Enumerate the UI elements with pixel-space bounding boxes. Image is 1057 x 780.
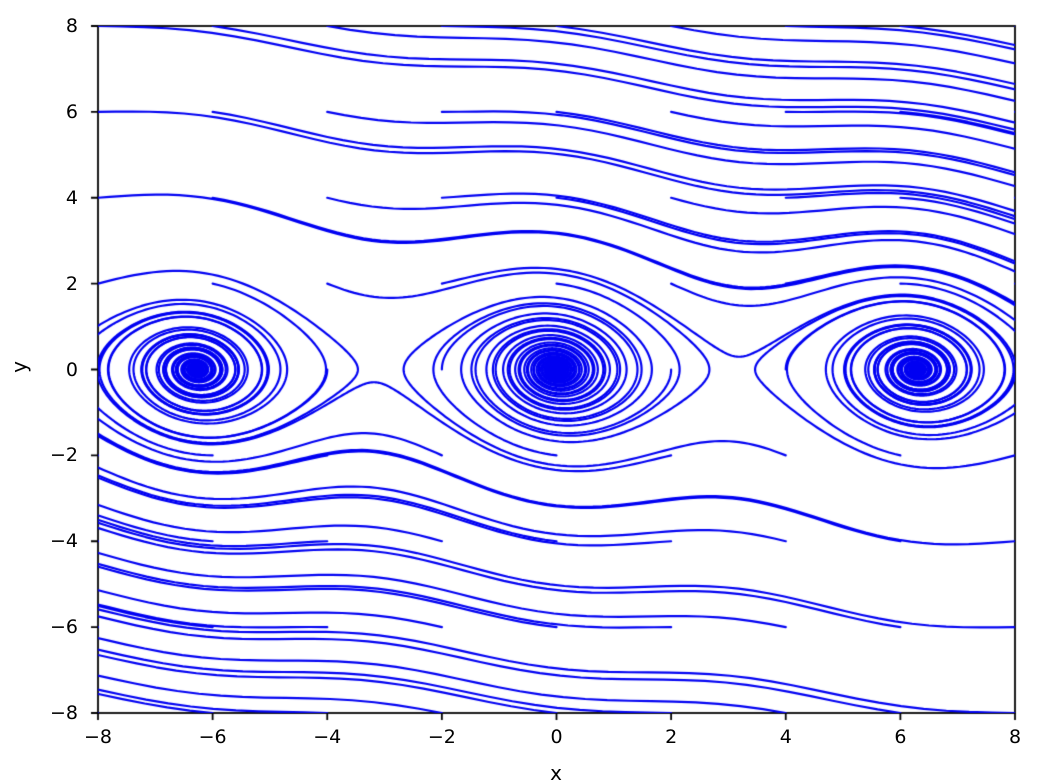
x-tick-label: −2 [427,726,456,748]
x-tick-label: −4 [313,726,342,748]
y-tick-label: −4 [49,530,78,553]
y-tick-label: −6 [49,616,78,639]
y-tick-label: −2 [49,444,78,467]
x-tick-label: −6 [198,726,227,748]
x-axis-label: x [550,761,562,780]
x-tick-label: 4 [779,726,792,748]
y-tick-label: 0 [65,358,78,381]
y-tick-label: 6 [65,100,78,123]
x-tick-label: 2 [665,726,678,748]
y-tick-label: 8 [65,15,78,37]
x-tick-label: 6 [894,726,907,748]
y-tick-label: −8 [49,702,78,724]
x-tick-label: 0 [550,726,563,748]
y-tick-label: 4 [65,186,78,209]
y-tick-label: 2 [65,272,78,295]
x-tick-label: 8 [1008,726,1022,748]
x-tick-label: −8 [83,726,113,748]
